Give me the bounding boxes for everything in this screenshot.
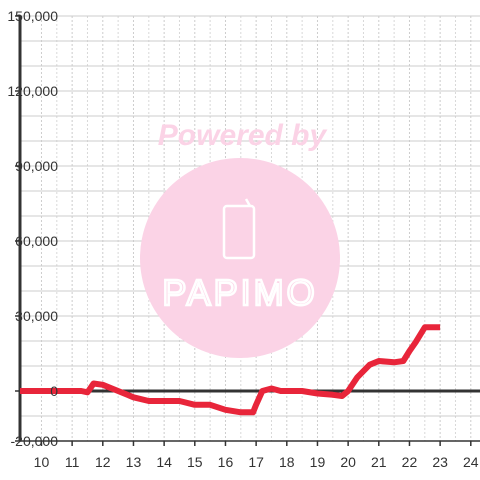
y-tick-label: 60,000 [15,233,58,249]
x-tick-labels: 10 11 12 13 14 15 16 17 18 19 20 21 22 23 24 [34,454,479,470]
x-tick-label: 17 [248,454,264,470]
x-tick-label: 15 [187,454,203,470]
x-tick-label: 23 [432,454,448,470]
y-tick-label: 90,000 [15,158,58,174]
y-tick-label: 30,000 [15,308,58,324]
x-tick-label: 12 [95,454,111,470]
watermark-logo: PAPIMO [162,272,317,313]
y-tick-label: 0 [50,383,58,399]
x-tick-label: 14 [156,454,172,470]
x-tick-label: 16 [218,454,234,470]
y-tick-label: -20,000 [11,433,59,449]
y-tick-label: 120,000 [7,83,58,99]
watermark-text: Powered by [158,119,328,152]
x-tick-label: 11 [65,454,80,470]
x-tick-label: 20 [340,454,356,470]
phone-icon [222,198,256,260]
series-line [20,324,441,416]
y-tick-labels: -20,000 0 30,000 60,000 90,000 120,000 150,000 [7,8,58,449]
y-tick-label: 150,000 [7,8,58,24]
x-tick-label: 10 [34,454,50,470]
watermark: Powered by PAPIMO [140,119,340,358]
x-tick-label: 13 [126,454,142,470]
x-tick-label: 24 [463,454,479,470]
series-group [20,324,441,416]
x-tick-label: 21 [371,454,387,470]
axes [15,15,480,446]
x-tick-label: 19 [310,454,326,470]
x-tick-label: 18 [279,454,295,470]
x-tick-label: 22 [402,454,418,470]
